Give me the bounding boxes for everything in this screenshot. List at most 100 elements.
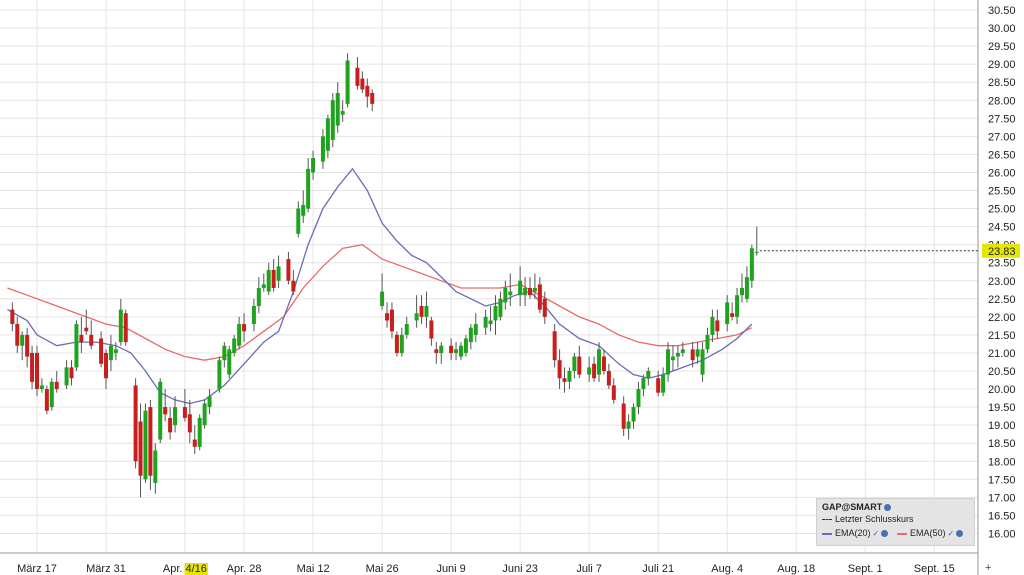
candle-up [532,287,537,292]
candle-up [20,334,25,346]
x-tick-highlight-bg [184,563,208,575]
candle-up [197,417,202,447]
candle-up [666,349,671,375]
candle-up [256,287,261,307]
candle-up [710,316,715,335]
candle-down [69,367,74,379]
candle-up [735,295,740,317]
candle-up [380,291,385,307]
candle-down [611,385,616,400]
candle-up [108,345,113,361]
settings-icon[interactable] [881,530,889,538]
y-tick-label: 21.50 [988,330,1016,342]
candle-up [725,302,730,325]
candle-up [39,385,44,390]
candle-up [301,204,306,216]
candle-down [286,259,291,281]
candle-down [434,349,439,353]
x-tick-label: Apr. 28 [227,563,262,575]
candle-down [15,324,20,346]
candle-down [242,324,247,332]
candle-down [25,334,30,357]
y-tick-label: 30.50 [988,5,1016,17]
y-tick-label: 27.00 [988,131,1016,143]
candle-down [656,378,661,393]
candle-down [394,334,399,353]
ema50-line-icon [897,532,907,535]
settings-icon[interactable] [956,530,964,538]
candle-up [498,298,503,317]
candle-up [641,378,646,390]
candle-up [335,93,340,126]
candle-up [488,320,493,325]
candle-down [537,284,542,310]
candle-up [597,349,602,375]
candle-up [207,396,212,408]
x-tick-label: Mai 26 [366,563,399,575]
candle-up [463,338,468,353]
x-tick-label: Sept. 15 [914,563,955,575]
candle-down [715,320,720,332]
y-tick-label: 26.00 [988,167,1016,179]
candle-down [30,352,35,382]
candle-up [661,374,666,393]
candle-down [730,313,735,317]
x-tick-label: Apr. 4/16 [163,563,207,575]
candle-up [700,349,705,375]
candle-up [458,345,463,357]
check-icon[interactable]: ✓ [872,529,880,538]
x-tick-label: Juli 7 [576,563,602,575]
candle-down [419,306,424,317]
x-tick-label: März 31 [86,563,126,575]
last-close-badge [982,243,1020,258]
candle-up [330,100,335,140]
dashed-line-icon [822,519,832,521]
legend-ema20[interactable]: EMA(20) ✓ [822,528,889,538]
candle-up [202,403,207,426]
candle-down [552,331,557,361]
candle-up [237,324,242,346]
candle-down [99,338,104,364]
candle-down [562,378,567,382]
ema20-line [7,167,753,405]
candle-down [192,439,197,447]
candle-up [325,118,330,151]
y-tick-label: 18.50 [988,438,1016,450]
candle-down [385,313,390,321]
legend-ema50[interactable]: EMA(50) ✓ [897,528,964,538]
x-tick-label: Mai 12 [297,563,330,575]
y-tick-label: 30.00 [988,23,1016,35]
legend-last-close: Letzter Schlusskurs [822,514,914,524]
candle-up [296,208,301,234]
candle-down [104,352,109,379]
candle-up [493,306,498,321]
settings-icon[interactable] [884,504,892,512]
candle-down [133,385,138,462]
candle-up [222,345,227,361]
candle-up [118,309,123,343]
check-icon[interactable]: ✓ [947,529,955,538]
candle-up [276,266,281,281]
candle-down [163,407,168,415]
y-tick-label: 18.00 [988,456,1016,468]
candle-up [399,334,404,353]
candle-up [587,367,592,375]
candle-up [311,158,316,173]
candle-down [389,309,394,332]
candle-down [542,298,547,317]
candle-up [680,349,685,353]
chart-legend[interactable]: GAP@SMART Letzter Schlusskurs EMA(20) ✓ E… [816,498,975,546]
y-tick-label: 28.00 [988,95,1016,107]
candle-up [567,371,572,382]
candle-up [64,367,69,386]
candle-up [695,349,700,357]
y-tick-label: 23.50 [988,258,1016,270]
candle-down [187,414,192,433]
candle-up [670,356,675,361]
y-tick-label: 16.00 [988,528,1016,540]
candle-up [49,381,54,408]
y-tick-label: 20.00 [988,384,1016,396]
candle-down [601,356,606,371]
add-button[interactable]: + [985,562,992,574]
ema50-line [7,244,753,361]
